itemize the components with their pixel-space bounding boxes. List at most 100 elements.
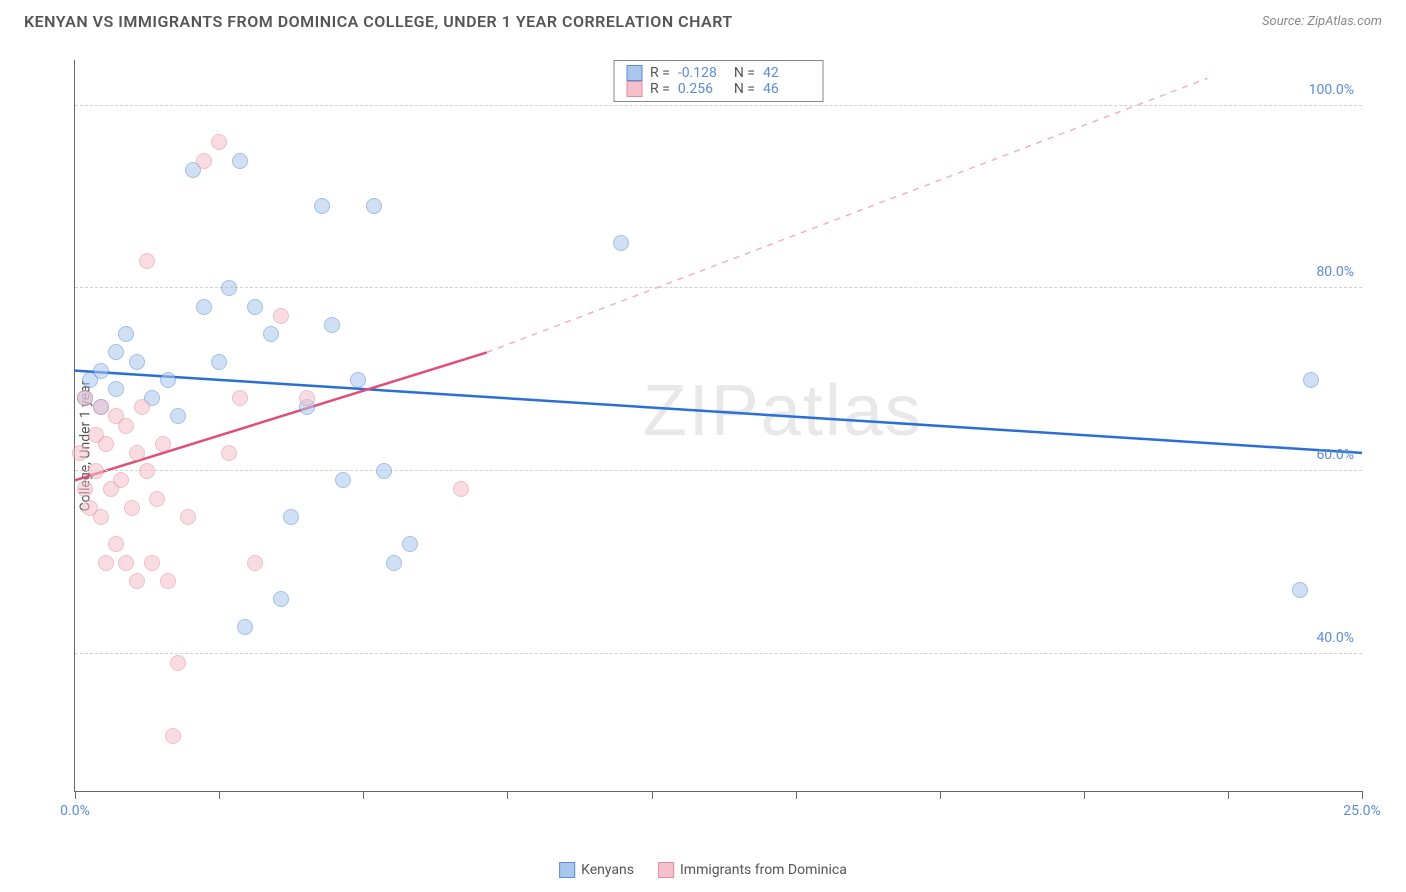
scatter-point [170,408,186,424]
scatter-point [93,399,109,415]
scatter-point [402,536,418,552]
gridline [75,105,1362,106]
scatter-point [1303,372,1319,388]
scatter-point [129,354,145,370]
gridline [75,470,1362,471]
scatter-point [98,436,114,452]
x-tick-label: 25.0% [1343,803,1381,819]
scatter-point [273,591,289,607]
scatter-point [144,555,160,571]
scatter-point [376,463,392,479]
scatter-point [118,326,134,342]
legend-label: Kenyans [581,862,634,878]
gridline [75,653,1362,654]
scatter-point [232,390,248,406]
y-tick-label: 80.0% [1316,264,1354,280]
trend-lines-layer [75,60,1362,791]
scatter-point [139,463,155,479]
scatter-point [232,153,248,169]
scatter-point [124,500,140,516]
scatter-point [113,472,129,488]
scatter-point [453,481,469,497]
scatter-point [165,728,181,744]
scatter-point [170,655,186,671]
scatter-point [129,573,145,589]
scatter-point [93,363,109,379]
trend-line [75,352,487,480]
y-tick-label: 60.0% [1316,447,1354,463]
scatter-point [237,619,253,635]
scatter-point [180,509,196,525]
x-tick [363,791,364,799]
stat-r-value: -0.128 [678,65,726,81]
watermark: ZIPatlas [643,370,923,452]
legend-item: Kenyans [559,862,634,878]
legend-label: Immigrants from Dominica [680,862,847,878]
x-tick [219,791,220,799]
x-tick-label: 0.0% [60,803,90,819]
scatter-point [221,280,237,296]
scatter-point [77,481,93,497]
stat-label: R = [650,81,670,97]
scatter-point [160,573,176,589]
stats-legend-box: R = -0.128 N = 42 R = 0.256 N = 46 [613,60,824,102]
scatter-point [134,399,150,415]
scatter-point [98,555,114,571]
scatter-point [118,555,134,571]
y-tick-label: 100.0% [1309,82,1354,98]
chart-container: College, Under 1 year ZIPatlas R =-0.128… [24,50,1382,842]
scatter-point [247,555,263,571]
x-tick [1228,791,1229,799]
x-tick [507,791,508,799]
stat-label: N = [734,81,755,97]
scatter-point [196,299,212,315]
scatter-point [221,445,237,461]
scatter-point [1292,582,1308,598]
scatter-point [263,326,279,342]
scatter-point [283,509,299,525]
legend-swatch [559,862,575,878]
scatter-point [247,299,263,315]
scatter-point [160,372,176,388]
scatter-point [366,198,382,214]
scatter-point [314,198,330,214]
stat-n-value: 46 [763,81,811,97]
x-tick [1362,791,1363,799]
scatter-point [211,134,227,150]
plot-area: ZIPatlas R =-0.128N =42R =0.256N =46 40.… [74,60,1362,792]
scatter-point [149,491,165,507]
scatter-point [324,317,340,333]
series-legend: Kenyans Immigrants from Dominica [559,862,847,878]
scatter-point [386,555,402,571]
scatter-point [350,372,366,388]
x-tick [940,791,941,799]
stats-legend-row: R = 0.256 N = 46 [626,81,811,97]
scatter-point [108,344,124,360]
scatter-point [93,509,109,525]
scatter-point [613,235,629,251]
legend-item: Immigrants from Dominica [658,862,847,878]
source-label: Source: ZipAtlas.com [1262,14,1382,29]
scatter-point [139,253,155,269]
scatter-point [155,436,171,452]
scatter-point [108,381,124,397]
legend-swatch [626,65,642,81]
x-tick [75,791,76,799]
legend-swatch [626,81,642,97]
trend-line [75,371,1362,453]
trend-line [487,78,1208,352]
stat-n-value: 42 [763,65,811,81]
stat-label: R = [650,65,670,81]
stat-r-value: 0.256 [678,81,726,97]
gridline [75,287,1362,288]
scatter-point [273,308,289,324]
scatter-point [108,536,124,552]
scatter-point [88,463,104,479]
chart-title: KENYAN VS IMMIGRANTS FROM DOMINICA COLLE… [24,12,733,31]
stat-label: N = [734,65,755,81]
scatter-point [118,418,134,434]
scatter-point [211,354,227,370]
x-tick [1084,791,1085,799]
scatter-point [129,445,145,461]
scatter-point [335,472,351,488]
